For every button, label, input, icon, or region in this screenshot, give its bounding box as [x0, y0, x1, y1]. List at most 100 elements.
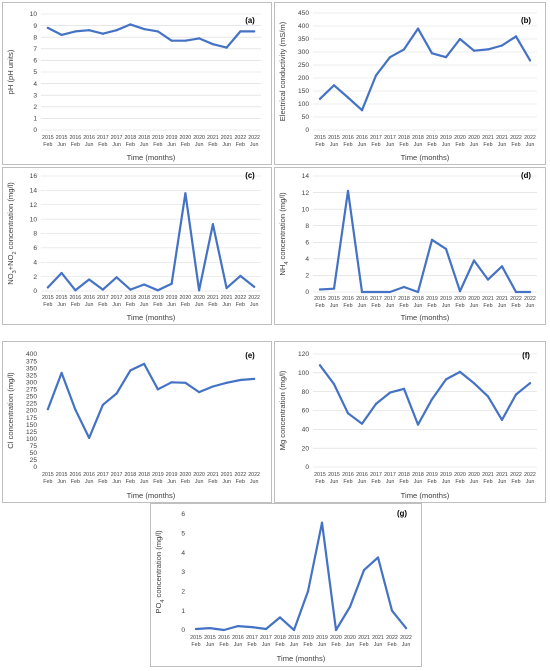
- x-tick-label: 2017: [246, 635, 258, 641]
- x-tick-label: Jun: [470, 303, 479, 309]
- data-point: [430, 52, 434, 55]
- x-tick-label: Jun: [498, 303, 507, 309]
- x-tick-label: 2022: [234, 295, 246, 301]
- y-tick-label: 50: [302, 114, 310, 121]
- data-point: [318, 364, 322, 367]
- x-tick-label: 2020: [330, 635, 342, 641]
- x-tick-label: 2015: [328, 472, 340, 478]
- y-tick-label: 100: [298, 101, 309, 108]
- x-tick-label: 2022: [524, 135, 536, 141]
- y-tick-label: 0: [33, 127, 37, 134]
- data-point: [500, 265, 504, 268]
- y-tick-label: 5: [181, 531, 185, 538]
- y-tick-label: 375: [26, 358, 37, 365]
- x-tick-label: Feb: [427, 142, 436, 148]
- data-point: [115, 29, 118, 32]
- data-point: [184, 192, 187, 195]
- series-line: [318, 27, 532, 112]
- data-point: [402, 285, 406, 289]
- data-point: [194, 627, 198, 631]
- y-tick-label: 14: [302, 173, 310, 180]
- x-tick-label: Jun: [442, 142, 451, 148]
- y-tick-label: 100: [26, 436, 37, 443]
- x-tick-label: Feb: [427, 479, 436, 485]
- x-axis-title: Time (months): [401, 313, 450, 322]
- chart-a-svg: 0123456789102015Feb2015Jun2016Feb2016Jun…: [6, 11, 261, 162]
- x-tick-label: Jun: [442, 303, 451, 309]
- x-axis-title: Time (months): [127, 313, 176, 322]
- y-axis-title: NH4 concentration (mg/l): [278, 192, 290, 276]
- data-point: [129, 288, 132, 291]
- y-axis-title: Mg concentration (mg/l): [278, 370, 287, 450]
- data-point: [346, 412, 350, 415]
- x-tick-label: 2019: [426, 296, 438, 302]
- x-tick-label: Jun: [526, 142, 535, 148]
- x-tick-label: 2020: [344, 635, 356, 641]
- y-tick-label: 3: [33, 92, 37, 99]
- x-tick-label: Jun: [386, 479, 395, 485]
- x-tick-label: Jun: [195, 479, 204, 485]
- x-tick-label: Jun: [167, 302, 176, 308]
- x-tick-label: Feb: [43, 302, 52, 308]
- x-tick-label: Feb: [315, 479, 324, 485]
- x-tick-label: Feb: [181, 142, 190, 148]
- data-point: [318, 97, 322, 100]
- x-tick-label: Feb: [427, 303, 436, 309]
- data-point: [250, 626, 254, 629]
- x-tick-label: Jun: [250, 479, 259, 485]
- x-tick-label: 2015: [56, 472, 68, 478]
- data-point: [514, 35, 518, 38]
- data-point: [60, 371, 63, 375]
- y-axis-title: NO3+NO2 concentration (mg/l): [6, 182, 18, 285]
- data-point: [115, 392, 118, 395]
- x-tick-label: Feb: [315, 142, 324, 148]
- x-tick-label: 2020: [179, 472, 191, 478]
- y-tick-label: 0: [305, 127, 309, 134]
- x-tick-label: Jun: [222, 479, 231, 485]
- y-tick-label: 20: [302, 445, 310, 452]
- series-line: [318, 364, 532, 426]
- x-tick-label: Jun: [414, 303, 423, 309]
- y-tick-label: 6: [33, 58, 37, 65]
- x-tick-label: 2021: [221, 135, 233, 141]
- data-point: [253, 285, 256, 288]
- x-tick-label: 2016: [69, 295, 81, 301]
- x-tick-label: 2015: [328, 135, 340, 141]
- y-tick-label: 75: [30, 443, 38, 450]
- chart-g-svg: 01234562015Feb2015Jun2016Feb2016Jun2017F…: [154, 509, 412, 663]
- data-point: [416, 423, 420, 426]
- data-point: [101, 32, 104, 35]
- data-point: [404, 626, 408, 630]
- y-tick-label: 6: [181, 511, 185, 518]
- data-point: [46, 407, 49, 411]
- data-point: [115, 276, 118, 279]
- data-point: [486, 395, 490, 398]
- x-tick-label: Feb: [219, 642, 228, 648]
- x-tick-label: 2022: [248, 472, 260, 478]
- x-tick-label: 2018: [398, 296, 410, 302]
- x-tick-label: Feb: [98, 302, 107, 308]
- x-tick-label: 2022: [248, 135, 260, 141]
- x-tick-label: Jun: [57, 142, 66, 148]
- x-tick-label: 2021: [207, 295, 219, 301]
- x-tick-label: Feb: [71, 479, 80, 485]
- x-tick-label: 2019: [316, 635, 328, 641]
- x-tick-label: Feb: [371, 303, 380, 309]
- x-tick-label: 2017: [111, 135, 123, 141]
- y-tick-label: 5: [33, 69, 37, 76]
- data-point: [211, 223, 214, 226]
- x-tick-label: 2016: [356, 296, 368, 302]
- y-tick-label: 0: [33, 288, 37, 295]
- x-tick-label: 2015: [42, 135, 54, 141]
- y-tick-label: 350: [26, 365, 37, 372]
- x-tick-label: Feb: [511, 479, 520, 485]
- x-tick-label: 2017: [370, 135, 382, 141]
- data-point: [60, 271, 63, 275]
- x-tick-label: Jun: [85, 302, 94, 308]
- y-tick-label: 4: [33, 259, 37, 266]
- y-tick-label: 120: [298, 351, 309, 358]
- data-point: [88, 436, 91, 440]
- x-tick-label: Feb: [153, 479, 162, 485]
- x-axis-title: Time (months): [127, 153, 176, 162]
- x-tick-label: 2020: [179, 135, 191, 141]
